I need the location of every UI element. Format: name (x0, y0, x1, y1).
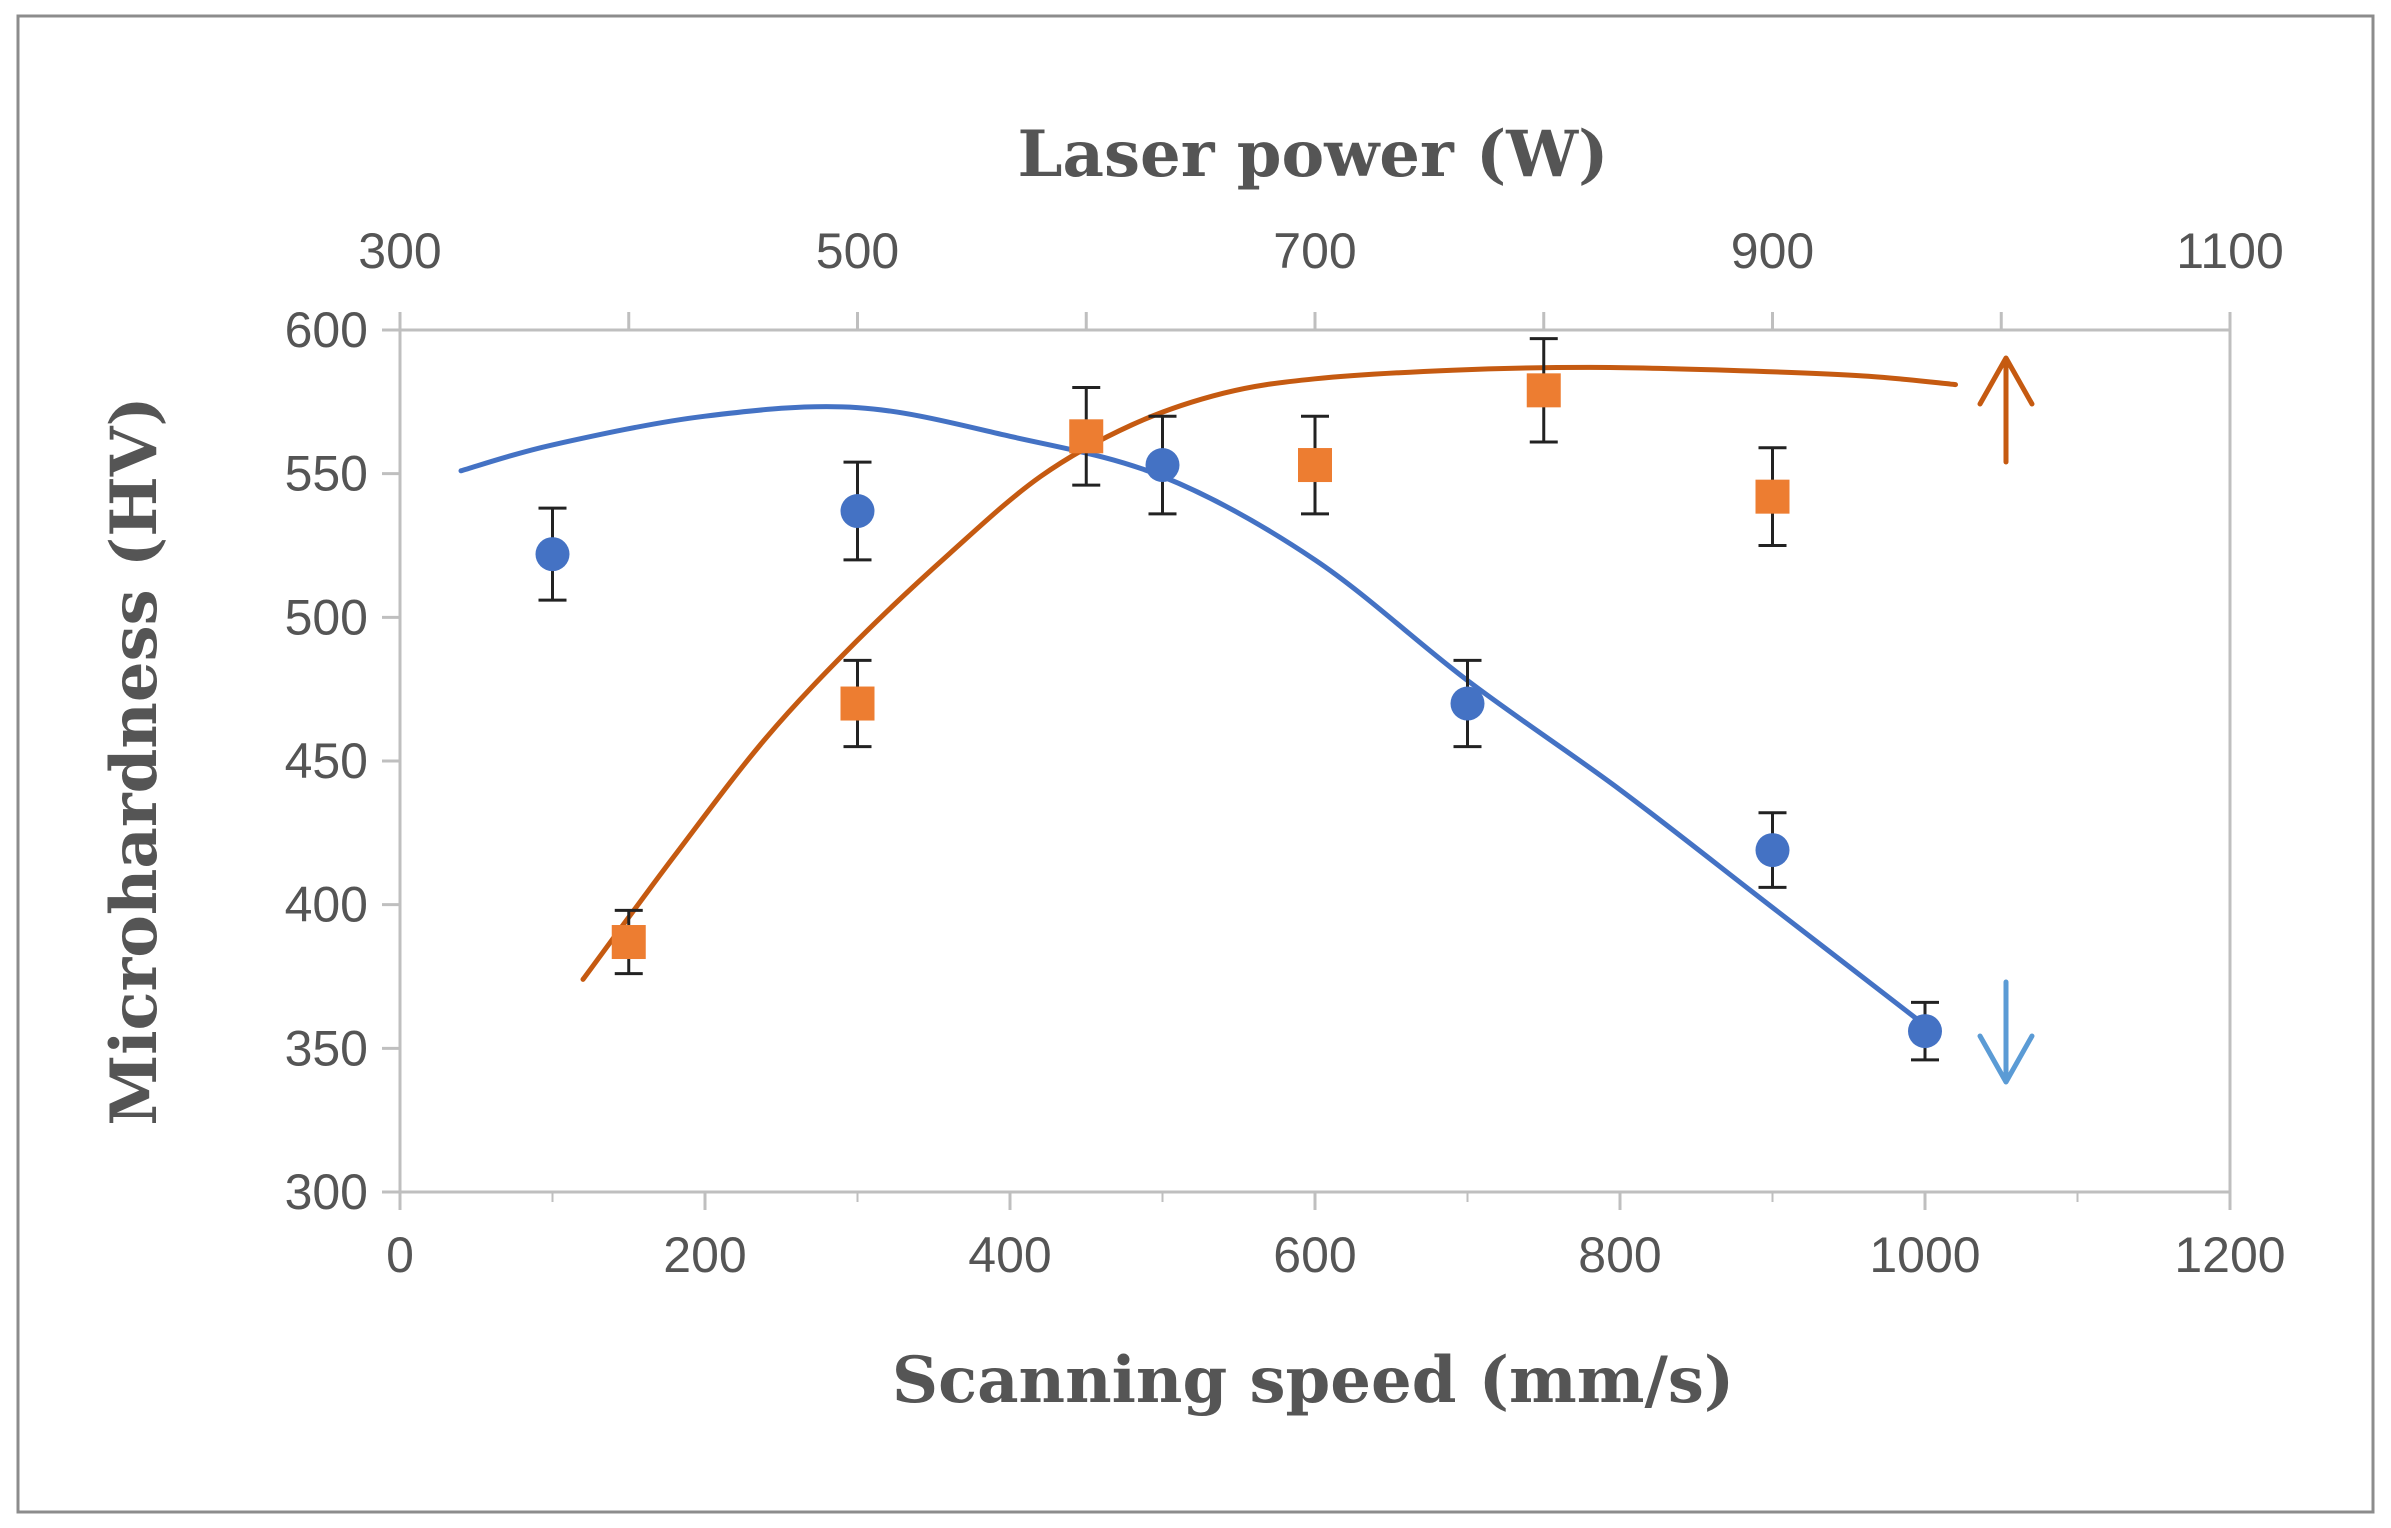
speed-point (840, 494, 875, 529)
chart-border (16, 14, 2375, 1514)
speed-point (535, 537, 570, 572)
speed-point (1145, 448, 1180, 483)
speed-point (1755, 833, 1790, 868)
bottom-tick-label: 400 (968, 1227, 1051, 1283)
top-tick-label: 500 (816, 223, 899, 279)
tick-marks (382, 312, 2232, 1210)
power-point (1526, 373, 1561, 408)
top-tick-label: 1100 (2176, 223, 2284, 279)
bottom-tick-label: 1000 (1869, 1227, 1980, 1283)
power-point (840, 686, 875, 721)
trendlines (458, 364, 1958, 1028)
y-tick-label: 300 (285, 1164, 368, 1220)
top-tick-label: 900 (1731, 223, 1814, 279)
y-tick-label: 450 (285, 733, 368, 789)
tick-labels: 0 200 400 600 800 1000 1200 300 500 700 900 1100 300… (285, 223, 2286, 1283)
arrow-up-icon (1977, 355, 2035, 465)
top-axis-title: Laser power (W) (1018, 117, 1609, 192)
arrow-up-head (1977, 355, 2035, 407)
top-tick-label: 700 (1273, 223, 1356, 279)
y-tick-label: 600 (285, 302, 368, 358)
y-tick-label: 400 (285, 877, 368, 933)
arrow-down-head (1977, 1033, 2035, 1085)
power-point (1069, 419, 1104, 454)
power-point (1755, 479, 1790, 514)
bottom-tick-label: 200 (663, 1227, 746, 1283)
arrow-down-icon (1977, 979, 2035, 1085)
speed-point (1450, 686, 1485, 721)
y-tick-label: 350 (285, 1020, 368, 1076)
power-point (1298, 448, 1332, 483)
power-trendline (580, 364, 1958, 982)
bottom-tick-label: 0 (386, 1227, 414, 1283)
bottom-tick-label: 800 (1578, 1227, 1661, 1283)
y-axis-title: Microhardness (HV) (97, 396, 172, 1125)
bottom-tick-label: 600 (1273, 1227, 1356, 1283)
data-points (535, 373, 1942, 1049)
y-tick-label: 500 (285, 589, 368, 645)
speed-point (1908, 1014, 1942, 1049)
y-tick-label: 550 (285, 446, 368, 502)
bottom-tick-label: 1200 (2174, 1227, 2285, 1283)
bottom-axis-title: Scanning speed (mm/s) (892, 1343, 1734, 1418)
top-tick-label: 300 (358, 223, 441, 279)
power-point (611, 925, 646, 960)
axis-arrows (1977, 355, 2035, 1085)
speed-trendline (458, 404, 1928, 1028)
